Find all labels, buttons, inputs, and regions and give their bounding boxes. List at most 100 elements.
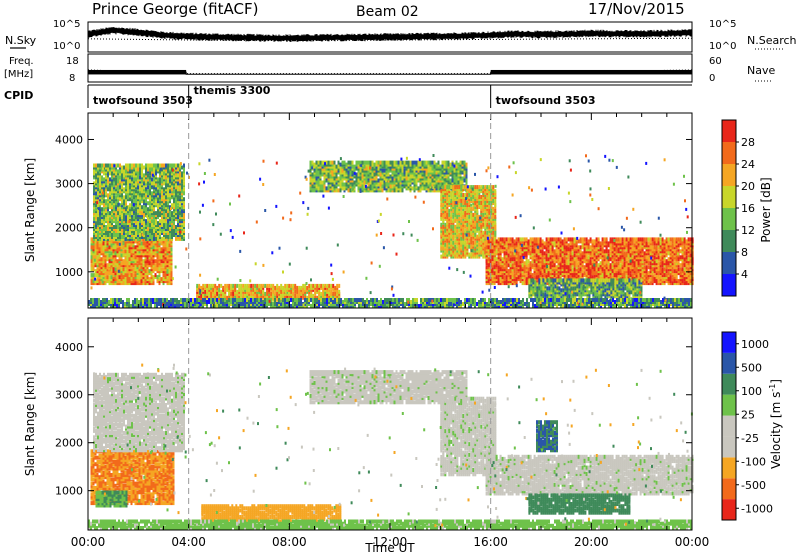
power-cell: [165, 213, 167, 218]
power-cell: [393, 160, 396, 165]
power-cell: [109, 217, 111, 222]
power-cell: [143, 199, 145, 204]
power-cell: [451, 178, 454, 183]
power-cell: [151, 167, 153, 172]
power-cell: [309, 160, 312, 165]
power-cell: [137, 163, 139, 168]
power-cell: [147, 221, 149, 226]
power-cell: [487, 279, 490, 284]
power-cell: [122, 259, 125, 264]
power-cell: [317, 160, 320, 165]
power-cell: [337, 176, 340, 181]
power-cell: [472, 240, 475, 245]
power-cell: [147, 211, 149, 216]
power-cell: [161, 207, 163, 212]
power-cell: [379, 172, 382, 177]
power-cell: [118, 275, 121, 280]
power-cell: [507, 253, 510, 258]
power-cell: [140, 241, 143, 246]
power-cell: [395, 178, 398, 183]
power-cell: [167, 163, 169, 168]
power-cell: [129, 179, 131, 184]
power-cell: [369, 174, 372, 179]
power-cell: [441, 160, 444, 165]
power-cell: [333, 164, 336, 169]
power-cell: [112, 273, 115, 278]
power-cell: [117, 175, 119, 180]
power-cell: [454, 224, 457, 229]
power-cell: [98, 281, 101, 286]
power-cell: [381, 184, 384, 189]
power-cell: [155, 171, 157, 176]
power-cell: [140, 251, 143, 256]
power-cell: [413, 160, 416, 165]
power-cell: [411, 160, 414, 165]
power-cell: [513, 239, 516, 244]
power-cell: [171, 177, 173, 182]
power-cell: [146, 259, 149, 264]
power-cell: [202, 293, 205, 298]
power-cell: [149, 163, 151, 168]
power-cell: [104, 263, 107, 268]
power-cell: [419, 160, 422, 165]
power-cell: [95, 179, 97, 184]
power-cell: [95, 191, 97, 196]
power-cell: [501, 249, 504, 254]
power-cell: [486, 185, 489, 190]
power-cell: [115, 213, 117, 218]
power-cell: [124, 269, 127, 274]
power-cell: [152, 281, 155, 286]
nsky-tick-bottom: 10^0: [53, 41, 80, 52]
power-cell: [391, 184, 394, 189]
power-cell: [363, 160, 366, 165]
power-cell: [125, 199, 127, 204]
power-cell: [196, 283, 199, 288]
power-cell: [324, 283, 327, 288]
power-cell: [478, 246, 481, 251]
power-cell: [177, 205, 179, 210]
power-cell: [93, 209, 95, 214]
power-cell: [179, 195, 181, 200]
power-cell: [389, 174, 392, 179]
power-cell: [444, 242, 447, 247]
power-cell: [371, 160, 374, 165]
power-cell: [458, 216, 461, 221]
power-cell: [511, 243, 514, 248]
power-cell: [377, 182, 380, 187]
power-cell: [147, 163, 149, 168]
power-cell: [327, 160, 330, 165]
power-cell: [150, 261, 153, 266]
power-cell: [92, 279, 95, 284]
power-cell: [105, 191, 107, 196]
power-cell: [507, 237, 510, 242]
power-cell: [101, 207, 103, 212]
power-cell: [341, 160, 344, 165]
power-cell: [494, 201, 497, 205]
power-cell: [103, 207, 105, 212]
cpid-segment-label: themis 3300: [194, 84, 271, 97]
power-cell: [431, 164, 434, 169]
power-cell: [513, 273, 516, 278]
power-cell: [448, 228, 451, 233]
power-cell: [409, 160, 412, 165]
power-cell: [142, 237, 145, 242]
power-cell: [167, 187, 169, 192]
power-cell: [163, 163, 165, 168]
power-cell: [395, 160, 398, 165]
power-cell: [383, 160, 386, 165]
power-cell: [117, 163, 119, 168]
power-cell: [105, 175, 107, 180]
power-cell: [160, 263, 163, 268]
power-cell: [361, 184, 364, 189]
power-cell: [127, 163, 129, 168]
power-cell: [482, 238, 485, 243]
power-cell: [120, 267, 123, 272]
power-cell: [173, 197, 175, 202]
cpid-segment-label: twofsound 3503: [93, 94, 193, 107]
power-cell: [454, 238, 457, 243]
power-cell: [460, 185, 463, 190]
power-cell: [375, 186, 378, 191]
power-cell: [306, 285, 309, 290]
power-cell: [292, 291, 295, 296]
power-cell: [224, 283, 227, 288]
